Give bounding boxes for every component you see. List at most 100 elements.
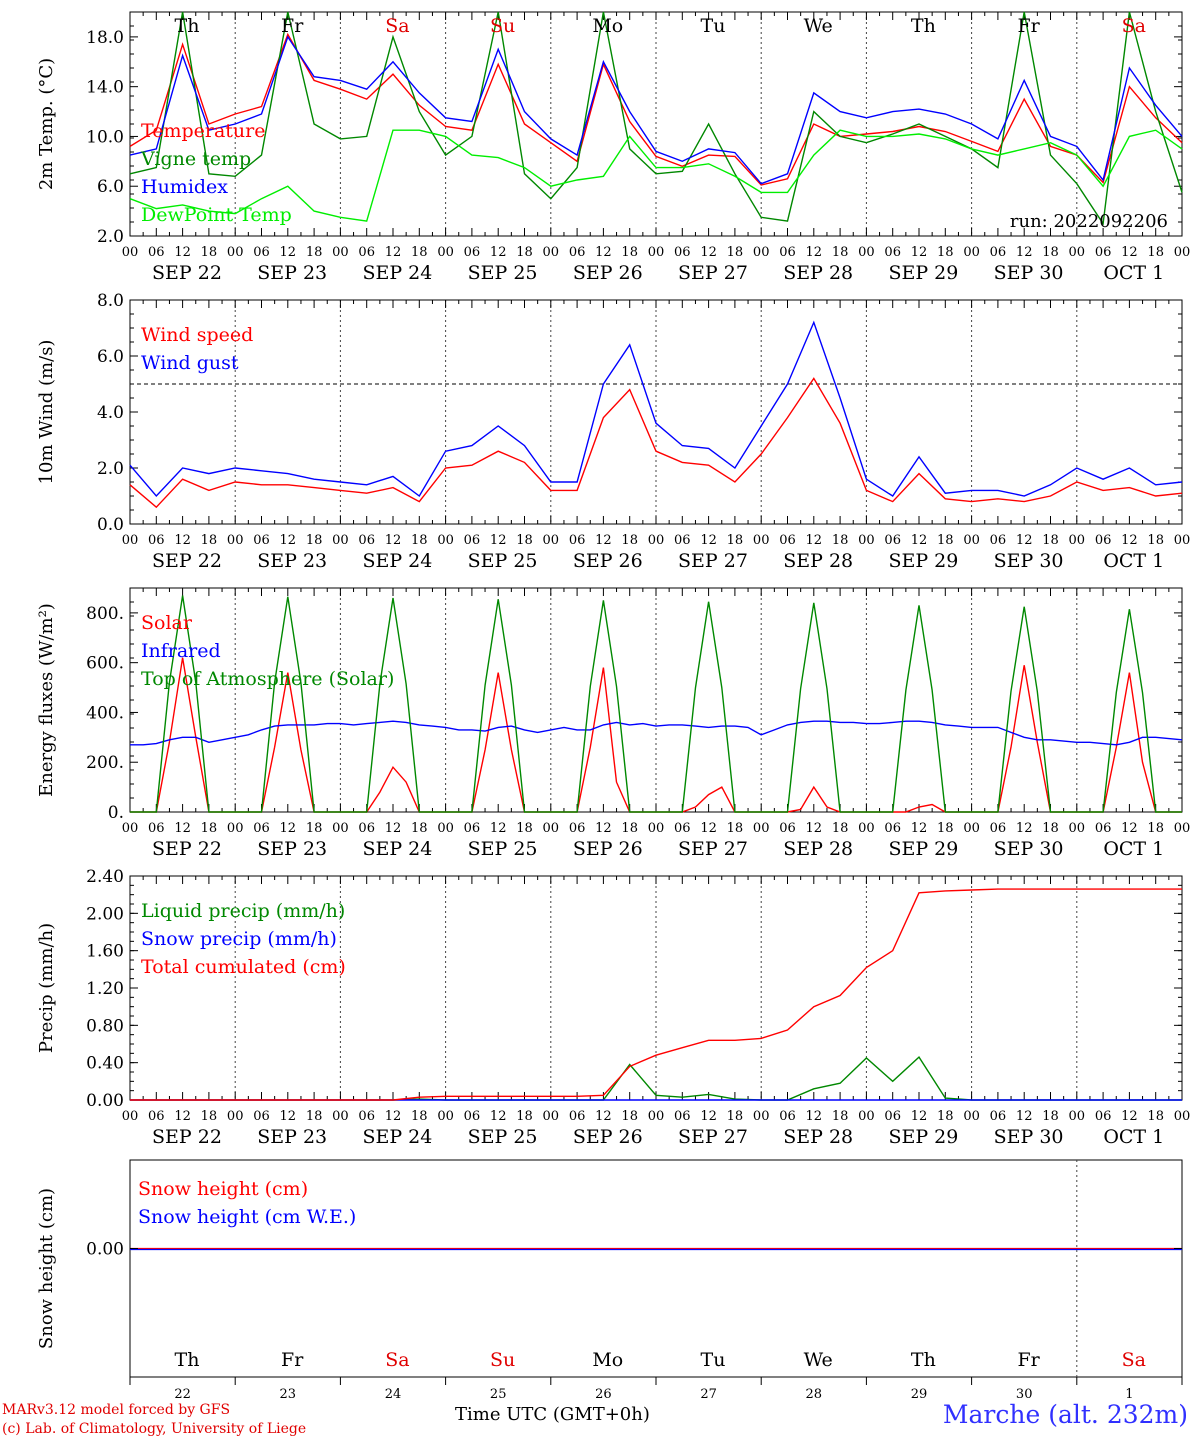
date-label: SEP 27 xyxy=(678,838,748,860)
hour-tick-label: 12 xyxy=(1016,533,1033,548)
date-label: SEP 25 xyxy=(468,1126,538,1148)
hour-tick-label: 06 xyxy=(990,1109,1007,1124)
y-axis-label: Energy fluxes (W/m²) xyxy=(36,603,57,797)
y-tick-label: 0.00 xyxy=(86,1240,124,1260)
hour-tick-label: 12 xyxy=(1016,1109,1033,1124)
day-number-label: 22 xyxy=(174,1387,191,1402)
hour-tick-label: 12 xyxy=(385,245,402,260)
hour-tick-label: 06 xyxy=(253,245,270,260)
hour-tick-label: 00 xyxy=(963,533,980,548)
hour-tick-label: 12 xyxy=(490,821,507,836)
hour-tick-label: 18 xyxy=(727,245,744,260)
y-tick-label: 2.0 xyxy=(97,459,124,479)
y-tick-label: 0.00 xyxy=(86,1091,124,1111)
y-tick-label: 10.0 xyxy=(86,127,124,147)
hour-tick-label: 00 xyxy=(963,1109,980,1124)
hour-tick-label: 12 xyxy=(700,1109,717,1124)
hour-tick-label: 06 xyxy=(779,821,796,836)
hour-tick-label: 00 xyxy=(227,821,244,836)
y-tick-label: 1.20 xyxy=(86,979,124,999)
hour-tick-label: 06 xyxy=(148,245,165,260)
legend-entry: Vigne temp xyxy=(140,148,251,170)
y-tick-label: 600. xyxy=(86,654,124,674)
hour-tick-label: 18 xyxy=(832,821,849,836)
hour-tick-label: 12 xyxy=(700,245,717,260)
hour-tick-label: 12 xyxy=(490,1109,507,1124)
hour-tick-label: 18 xyxy=(1042,1109,1059,1124)
hour-tick-label: 18 xyxy=(832,1109,849,1124)
hour-tick-label: 06 xyxy=(358,821,375,836)
day-name-label: Fr xyxy=(281,1349,304,1371)
hour-tick-label: 06 xyxy=(464,821,481,836)
hour-tick-label: 12 xyxy=(174,245,191,260)
legend-entry: Infrared xyxy=(141,640,221,662)
hour-tick-label: 18 xyxy=(621,821,638,836)
hour-tick-label: 06 xyxy=(1095,533,1112,548)
hour-tick-label: 18 xyxy=(1042,245,1059,260)
series-line-temperature xyxy=(129,32,1183,186)
date-label: SEP 23 xyxy=(257,1126,327,1148)
hour-tick-label: 12 xyxy=(700,533,717,548)
hour-tick-label: 12 xyxy=(174,1109,191,1124)
hour-tick-label: 06 xyxy=(779,245,796,260)
hour-tick-label: 06 xyxy=(884,245,901,260)
hour-tick-label: 18 xyxy=(621,245,638,260)
hour-tick-label: 12 xyxy=(280,1109,297,1124)
hour-tick-label: 06 xyxy=(674,821,691,836)
hour-tick-label: 06 xyxy=(148,1109,165,1124)
hour-tick-label: 00 xyxy=(332,1109,349,1124)
date-label: SEP 30 xyxy=(994,262,1064,284)
y-tick-label: 0. xyxy=(108,803,124,823)
hour-tick-label: 00 xyxy=(858,245,875,260)
date-label: OCT 1 xyxy=(1103,1126,1164,1148)
date-label: SEP 24 xyxy=(362,262,432,284)
hour-tick-label: 18 xyxy=(306,821,323,836)
day-name-label: We xyxy=(804,1349,833,1371)
hour-tick-label: 12 xyxy=(700,821,717,836)
hour-tick-label: 18 xyxy=(411,821,428,836)
hour-tick-label: 00 xyxy=(1069,1109,1086,1124)
day-number-label: 26 xyxy=(595,1387,612,1402)
date-label: SEP 25 xyxy=(468,262,538,284)
hour-tick-label: 06 xyxy=(884,821,901,836)
date-label: SEP 28 xyxy=(783,550,853,572)
series-line-top-of-atmosphere-solar- xyxy=(130,595,1182,813)
hour-tick-label: 12 xyxy=(911,821,928,836)
legend-entry: Snow height (cm) xyxy=(138,1178,308,1200)
date-label: SEP 25 xyxy=(468,838,538,860)
hour-tick-label: 18 xyxy=(411,533,428,548)
hour-tick-label: 12 xyxy=(806,533,823,548)
day-name-label: Fr xyxy=(281,15,304,37)
hour-tick-label: 12 xyxy=(385,821,402,836)
hour-tick-label: 00 xyxy=(1069,533,1086,548)
hour-tick-label: 00 xyxy=(753,1109,770,1124)
series-line-dewpoint-temp xyxy=(129,129,1183,222)
hour-tick-label: 06 xyxy=(253,1109,270,1124)
hour-tick-label: 06 xyxy=(779,1109,796,1124)
hour-tick-label: 06 xyxy=(148,821,165,836)
date-label: SEP 27 xyxy=(678,1126,748,1148)
date-label: SEP 29 xyxy=(888,1126,958,1148)
hour-tick-label: 18 xyxy=(832,533,849,548)
hour-tick-label: 00 xyxy=(1174,1109,1191,1124)
hour-tick-label: 06 xyxy=(674,533,691,548)
date-label: SEP 23 xyxy=(257,550,327,572)
hour-tick-label: 06 xyxy=(990,533,1007,548)
legend-entry: Humidex xyxy=(141,176,228,198)
hour-tick-label: 00 xyxy=(437,821,454,836)
date-label: SEP 24 xyxy=(362,1126,432,1148)
hour-tick-label: 12 xyxy=(174,533,191,548)
hour-tick-label: 18 xyxy=(201,533,218,548)
series-line-humidex xyxy=(129,35,1183,185)
hour-tick-label: 12 xyxy=(806,821,823,836)
hour-tick-label: 06 xyxy=(464,245,481,260)
hour-tick-label: 00 xyxy=(543,245,560,260)
legend-entry: Snow precip (mm/h) xyxy=(141,928,337,950)
hour-tick-label: 18 xyxy=(1147,533,1164,548)
hour-tick-label: 18 xyxy=(516,533,533,548)
y-tick-label: 200. xyxy=(86,753,124,773)
hour-tick-label: 18 xyxy=(621,533,638,548)
hour-tick-label: 06 xyxy=(569,533,586,548)
hour-tick-label: 06 xyxy=(779,533,796,548)
hour-tick-label: 18 xyxy=(516,821,533,836)
